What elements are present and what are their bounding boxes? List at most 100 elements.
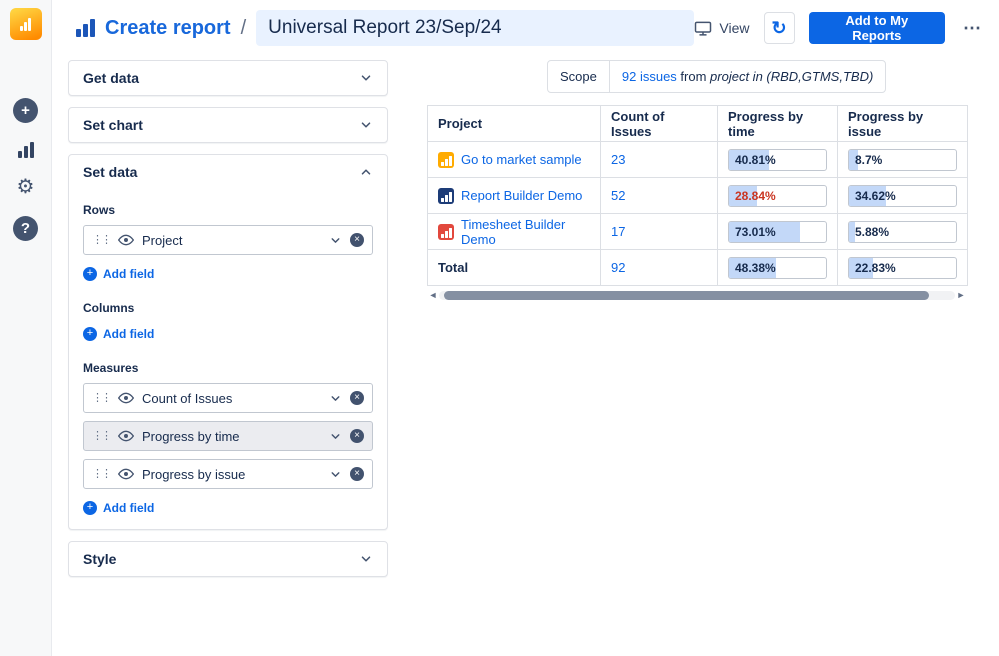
scroll-left-icon[interactable]: ◄ (428, 290, 438, 300)
section-set-chart: Set chart (68, 107, 388, 143)
column-header-progress-issue[interactable]: Progress by issue (837, 105, 968, 142)
column-header-count[interactable]: Count of Issues (600, 105, 718, 142)
scope-filter-text: project in (RBD,GTMS,TBD) (710, 69, 874, 84)
field-select-project[interactable]: ⋮⋮ Project × (83, 225, 373, 255)
main-area: Create report / View ↻ Add to My Reports… (52, 0, 999, 656)
scope-row: Scope 92 issues from project in (RBD,GTM… (427, 60, 968, 93)
left-rail: + ⚙ ? (0, 0, 52, 656)
progress-bar-issue: 5.88% (848, 220, 957, 243)
progress-bar-fill (729, 221, 800, 242)
eye-icon[interactable] (118, 234, 134, 246)
chevron-down-icon[interactable] (329, 392, 342, 405)
report-table: Project Count of Issues Progress by time… (427, 105, 968, 286)
section-get-data: Get data (68, 60, 388, 96)
settings-gear-icon[interactable]: ⚙ (16, 176, 35, 198)
horizontal-scrollbar: ◄ ► (427, 288, 967, 302)
progress-bar-issue-total: 22.83% (848, 256, 957, 279)
field-select-count-of-issues[interactable]: ⋮⋮ Count of Issues × (83, 383, 373, 413)
help-icon[interactable]: ? (13, 216, 38, 241)
eye-icon[interactable] (118, 468, 134, 480)
more-options-icon[interactable]: ⋯ (963, 17, 982, 38)
column-header-project[interactable]: Project (427, 105, 601, 142)
report-name-input[interactable] (256, 10, 695, 46)
project-icon (438, 151, 454, 168)
project-icon (438, 223, 454, 240)
scrollbar-track[interactable] (439, 290, 955, 300)
remove-field-icon[interactable]: × (350, 467, 364, 481)
drag-handle-icon[interactable]: ⋮⋮ (92, 233, 112, 246)
progress-bar-time-total: 48.38% (728, 256, 827, 279)
drag-handle-icon[interactable]: ⋮⋮ (92, 391, 112, 404)
refresh-button[interactable]: ↻ (763, 12, 795, 44)
topbar-actions: View ↻ Add to My Reports ⋯ (694, 12, 986, 44)
chevron-down-icon[interactable] (329, 468, 342, 481)
section-set-data: Set data Rows ⋮⋮ Project × (68, 154, 388, 530)
chevron-down-icon (361, 75, 371, 81)
add-field-columns-button[interactable]: + Add field (83, 327, 373, 341)
view-button[interactable]: View (694, 20, 750, 36)
eye-icon[interactable] (118, 430, 134, 442)
top-bar: Create report / View ↻ Add to My Reports… (52, 0, 999, 56)
remove-field-icon[interactable]: × (350, 391, 364, 405)
chevron-down-icon[interactable] (329, 234, 342, 247)
app-logo[interactable] (9, 8, 42, 40)
project-link[interactable]: Report Builder Demo (461, 188, 583, 203)
count-link[interactable]: 17 (611, 224, 626, 239)
drag-handle-icon[interactable]: ⋮⋮ (92, 429, 112, 442)
set-data-title: Set data (83, 164, 138, 180)
rail-nav: + ⚙ ? (13, 98, 38, 241)
progress-value: 5.88% (855, 224, 890, 239)
table-row: Go to market sample 23 40.81% 8.7% (427, 141, 968, 178)
add-field-measures-button[interactable]: + Add field (83, 501, 373, 515)
progress-value: 48.38% (735, 260, 776, 275)
count-link[interactable]: 23 (611, 152, 626, 167)
get-data-header[interactable]: Get data (69, 61, 387, 95)
rows-group-label: Rows (83, 203, 116, 217)
columns-group-label: Columns (83, 301, 135, 315)
scrollbar-thumb[interactable] (444, 290, 930, 300)
eye-icon[interactable] (118, 392, 134, 404)
scroll-right-icon[interactable]: ► (956, 290, 966, 300)
project-link[interactable]: Timesheet Builder Demo (461, 216, 566, 247)
field-label: Progress by time (142, 428, 240, 444)
set-chart-header[interactable]: Set chart (69, 108, 387, 142)
total-label: Total (438, 260, 469, 275)
total-count-link[interactable]: 92 (611, 260, 626, 275)
chevron-down-icon[interactable] (329, 430, 342, 443)
plus-icon: + (83, 327, 97, 341)
set-data-header[interactable]: Set data (69, 155, 387, 189)
field-label: Progress by issue (142, 466, 246, 482)
field-select-progress-by-time[interactable]: ⋮⋮ Progress by time × (83, 421, 373, 451)
config-panel: Get data Set chart Set data (68, 60, 388, 656)
chevron-up-icon (361, 169, 371, 175)
column-header-progress-time[interactable]: Progress by time (717, 105, 838, 142)
progress-bar-issue: 8.7% (848, 148, 957, 171)
section-style: Style (68, 541, 388, 577)
reports-icon[interactable] (17, 142, 34, 158)
page-title: Create report (105, 16, 231, 39)
remove-field-icon[interactable]: × (350, 429, 364, 443)
set-chart-title: Set chart (83, 117, 143, 133)
project-link[interactable]: Go to market sample (461, 152, 582, 167)
remove-field-icon[interactable]: × (350, 233, 364, 247)
field-select-progress-by-issue[interactable]: ⋮⋮ Progress by issue × (83, 459, 373, 489)
add-to-my-reports-button[interactable]: Add to My Reports (808, 12, 945, 44)
count-link[interactable]: 52 (611, 188, 626, 203)
plus-icon: + (83, 501, 97, 515)
report-area: Scope 92 issues from project in (RBD,GTM… (427, 60, 968, 656)
drag-handle-icon[interactable]: ⋮⋮ (92, 467, 112, 480)
style-header[interactable]: Style (69, 542, 387, 576)
add-field-rows-button[interactable]: + Add field (83, 267, 373, 281)
issues-count-link[interactable]: 92 issues (621, 69, 677, 84)
add-field-label: Add field (103, 267, 155, 281)
add-icon[interactable]: + (13, 98, 38, 123)
progress-bar-time: 28.84% (728, 184, 827, 207)
progress-bar-fill (849, 221, 856, 242)
table-header-row: Project Count of Issues Progress by time… (427, 105, 968, 142)
field-label: Project (142, 232, 183, 248)
chevron-down-icon (361, 556, 371, 562)
progress-bar-fill (849, 257, 874, 278)
create-report-chart-icon (76, 19, 95, 37)
set-data-body: Rows ⋮⋮ Project × + Add field Colum (69, 203, 387, 529)
add-field-label: Add field (103, 327, 155, 341)
